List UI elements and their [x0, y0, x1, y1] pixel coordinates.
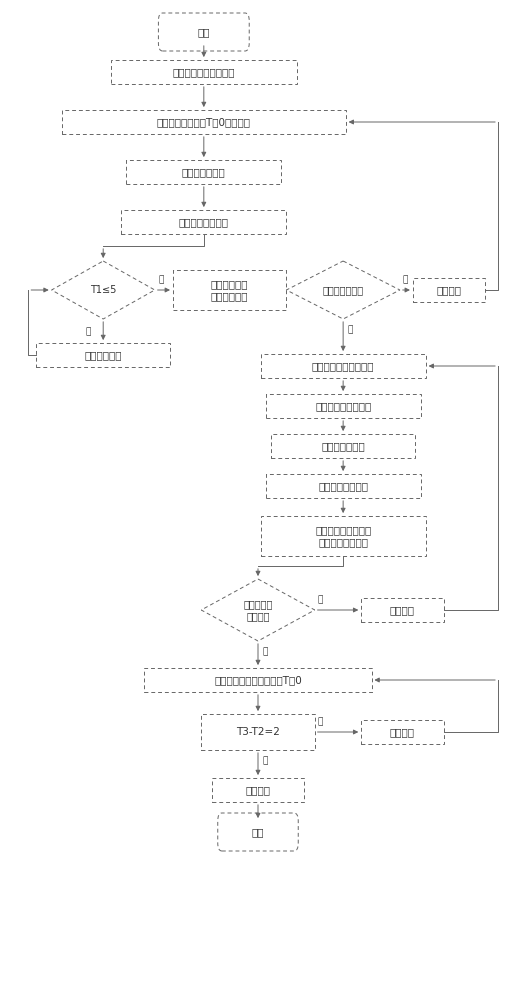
Text: 是否是蓄水漂洗: 是否是蓄水漂洗: [322, 285, 364, 295]
FancyBboxPatch shape: [218, 813, 298, 851]
Text: 关闭气泵，继
续至洗涤结束: 关闭气泵，继 续至洗涤结束: [211, 279, 248, 301]
Bar: [413, 278, 485, 302]
Bar: [111, 60, 297, 84]
Bar: [173, 270, 286, 310]
Text: 是否是最后
脱水时序: 是否是最后 脱水时序: [244, 599, 272, 621]
Text: 洗涤结束后关闭臭氧
和气泵，开始排水: 洗涤结束后关闭臭氧 和气泵，开始排水: [315, 525, 372, 547]
Text: 结束: 结束: [252, 827, 264, 837]
Text: 是: 是: [347, 325, 352, 334]
Bar: [361, 720, 444, 744]
Polygon shape: [52, 261, 155, 319]
Text: 继续开启气泵: 继续开启气泵: [85, 350, 122, 360]
Text: 只打开臭氧，并开始计时T＝0: 只打开臭氧，并开始计时T＝0: [214, 675, 302, 685]
Bar: [121, 210, 286, 234]
Text: 是: 是: [262, 756, 267, 765]
Bar: [361, 598, 444, 622]
Text: T1≤5: T1≤5: [90, 285, 117, 295]
Polygon shape: [201, 579, 315, 641]
Text: T3-T2=2: T3-T2=2: [236, 727, 280, 737]
Bar: [62, 110, 346, 134]
Text: 进水至一定的水位高度: 进水至一定的水位高度: [312, 361, 375, 371]
Bar: [266, 474, 421, 498]
Text: 同时开启臭氧和气泵: 同时开启臭氧和气泵: [315, 401, 372, 411]
FancyBboxPatch shape: [158, 13, 249, 51]
Bar: [212, 778, 304, 802]
Bar: [266, 394, 421, 418]
Text: 进水至洗涤水位: 进水至洗涤水位: [321, 441, 365, 451]
Text: 启动电机进行运转: 启动电机进行运转: [318, 481, 368, 491]
Text: 是: 是: [85, 327, 90, 336]
Bar: [36, 343, 170, 367]
Bar: [261, 516, 426, 556]
Bar: [201, 714, 315, 750]
Text: 否: 否: [159, 275, 164, 284]
Text: 继续运行: 继续运行: [390, 605, 415, 615]
Text: 启动: 启动: [198, 27, 210, 37]
Text: 关闭臭氧: 关闭臭氧: [246, 785, 270, 795]
Bar: [261, 354, 426, 378]
Text: 启动电机进行运转: 启动电机进行运转: [179, 217, 229, 227]
Text: 否: 否: [403, 275, 408, 284]
Bar: [144, 668, 372, 692]
Polygon shape: [286, 261, 400, 319]
Bar: [126, 160, 281, 184]
Text: 开启气泵，计时器T＝0开始计时: 开启气泵，计时器T＝0开始计时: [157, 117, 251, 127]
Text: 继续运行: 继续运行: [390, 727, 415, 737]
Text: 继续运行: 继续运行: [437, 285, 461, 295]
Text: 进水至洗涤水位: 进水至洗涤水位: [182, 167, 225, 177]
Text: 是: 是: [262, 647, 267, 656]
Bar: [271, 434, 415, 458]
Text: 进水至一定的水位高度: 进水至一定的水位高度: [172, 67, 235, 77]
Text: 否: 否: [318, 717, 323, 726]
Text: 否: 否: [318, 595, 323, 604]
